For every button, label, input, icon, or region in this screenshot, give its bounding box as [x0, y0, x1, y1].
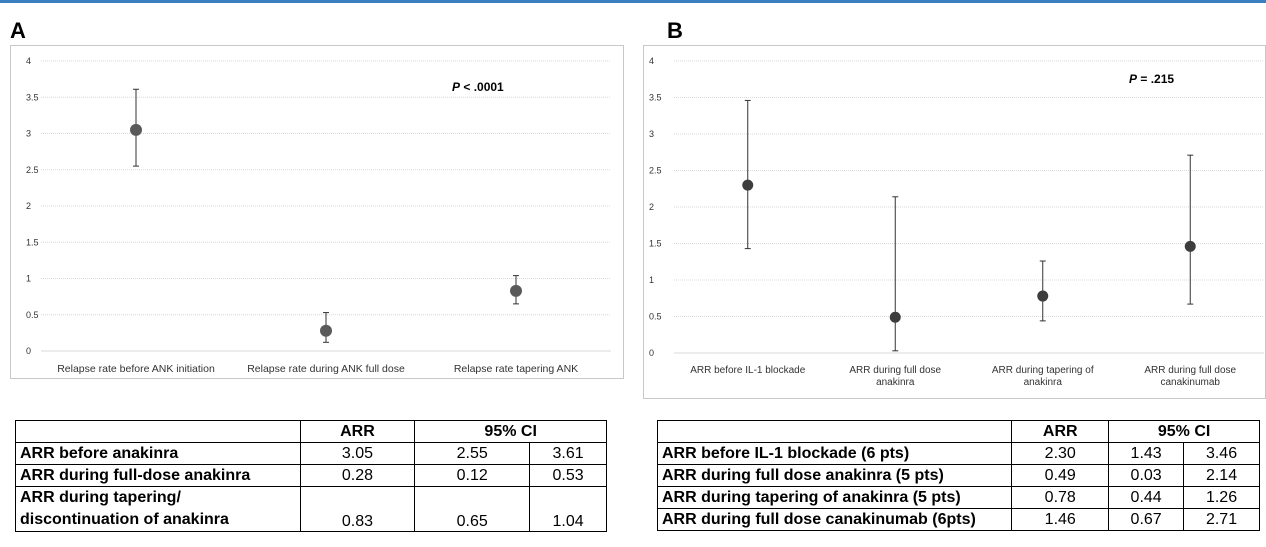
data-point: [320, 324, 332, 337]
table-a-header-blank: [15, 420, 301, 443]
x-tick-label: anakinra: [1024, 377, 1063, 388]
row-label-line2: discontinuation of anakinra: [20, 511, 229, 528]
chart-b: 4 3.5 3 2.5 2 1.5 1 0.5 0 ARR before IL-1 blocka…: [649, 56, 1264, 388]
row-label: ARR during tapering/discontinuation of a…: [15, 486, 301, 532]
y-tick-label: 4: [649, 56, 654, 66]
chart-a-x-axis: Relapse rate before ANK initiation Relaps…: [57, 363, 578, 375]
panel-a-letter: A: [10, 18, 26, 43]
y-tick-label: 4: [26, 56, 31, 66]
chart-a-gridlines: [41, 60, 611, 352]
x-tick-label: ARR during tapering of: [992, 365, 1094, 376]
y-tick-label: 0: [649, 348, 654, 358]
row-ci-upper: 1.04: [529, 486, 607, 532]
y-tick-label: 2.5: [26, 165, 39, 175]
row-ci-lower: 0.44: [1108, 486, 1185, 509]
x-tick-label: ARR during full dose: [1144, 365, 1236, 376]
row-label: ARR during full dose canakinumab (6pts): [656, 508, 1013, 531]
row-ci-upper: 3.61: [529, 442, 607, 465]
panel-b-letter: B: [667, 18, 683, 43]
row-ci-upper: 1.26: [1183, 486, 1260, 509]
table-a-header-row: ARR 95% CI: [15, 420, 607, 443]
x-tick-label: Relapse rate during ANK full dose: [247, 363, 405, 375]
row-arr: 2.30: [1011, 442, 1110, 465]
row-ci-upper: 3.46: [1183, 442, 1260, 465]
row-arr: 1.46: [1011, 508, 1110, 531]
x-tick-label: Relapse rate tapering ANK: [454, 363, 578, 375]
chart-a: 4 3.5 3 2.5 2 1.5 1 0.5 0 Relapse rate before AN…: [26, 56, 611, 375]
row-arr: 0.49: [1011, 464, 1110, 487]
y-tick-label: 3.5: [26, 92, 39, 102]
data-point: [889, 311, 901, 323]
y-tick-label: 0: [26, 346, 31, 356]
y-tick-label: 1: [26, 274, 31, 284]
row-ci-lower: 1.43: [1108, 442, 1185, 465]
y-tick-label: 2.5: [649, 166, 662, 176]
chart-a-p-value: P < .0001: [452, 80, 504, 94]
chart-b-x-axis: ARR before IL-1 blockade ARR during full …: [690, 365, 1236, 388]
y-tick-label: 0.5: [26, 310, 39, 320]
chart-b-marks: [742, 99, 1196, 352]
table-a: ARR 95% CI ARR before anakinra 3.05 2.55…: [15, 420, 607, 532]
y-tick-label: 1: [649, 275, 654, 285]
row-label: ARR before anakinra: [15, 442, 301, 465]
y-tick-label: 1.5: [26, 237, 39, 247]
data-point: [130, 123, 142, 136]
row-ci-lower: 2.55: [414, 442, 531, 465]
chart-b-gridlines: [674, 60, 1264, 354]
data-point: [742, 179, 754, 191]
chart-a-y-axis: 4 3.5 3 2.5 2 1.5 1 0.5 0: [26, 56, 39, 356]
chart-b-y-axis: 4 3.5 3 2.5 2 1.5 1 0.5 0: [649, 56, 662, 358]
y-tick-label: 3: [649, 129, 654, 139]
table-row: ARR during tapering/discontinuation of a…: [15, 486, 607, 532]
x-tick-label: ARR before IL-1 blockade: [690, 365, 806, 376]
chart-a-frame: 4 3.5 3 2.5 2 1.5 1 0.5 0 Relapse rate before AN…: [10, 45, 624, 379]
row-ci-lower: 0.67: [1108, 508, 1185, 531]
data-point: [510, 284, 522, 297]
y-tick-label: 3: [26, 129, 31, 139]
row-ci-lower: 0.65: [414, 486, 531, 532]
table-row: ARR during full dose anakinra (5 pts) 0.…: [656, 464, 1260, 487]
row-ci-upper: 2.14: [1183, 464, 1260, 487]
row-arr: 0.28: [299, 464, 416, 487]
y-tick-label: 3.5: [649, 93, 662, 103]
row-ci-upper: 0.53: [529, 464, 607, 487]
y-tick-label: 2: [649, 202, 654, 212]
table-a-header-arr: ARR: [299, 420, 416, 443]
x-tick-label: anakinra: [876, 377, 915, 388]
row-ci-lower: 0.03: [1108, 464, 1185, 487]
row-ci-upper: 2.71: [1183, 508, 1260, 531]
table-row: ARR during full-dose anakinra 0.28 0.12 …: [15, 464, 607, 487]
data-point: [1037, 290, 1049, 302]
table-b-header-row: ARR 95% CI: [656, 420, 1260, 443]
table-row: ARR before IL-1 blockade (6 pts) 2.30 1.…: [656, 442, 1260, 465]
row-label: ARR before IL-1 blockade (6 pts): [656, 442, 1013, 465]
table-row: ARR during full dose canakinumab (6pts) …: [656, 508, 1260, 531]
table-b-header-blank: [656, 420, 1013, 443]
row-label: ARR during tapering of anakinra (5 pts): [656, 486, 1013, 509]
row-arr: 0.78: [1011, 486, 1110, 509]
row-label-line1: ARR during tapering/: [20, 489, 181, 506]
chart-b-p-value: P = .215: [1129, 72, 1174, 86]
data-point: [1184, 240, 1196, 252]
row-arr: 0.83: [299, 486, 416, 532]
y-tick-label: 2: [26, 201, 31, 211]
y-tick-label: 1.5: [649, 239, 662, 249]
chart-a-marks: [130, 88, 522, 343]
table-b: ARR 95% CI ARR before IL-1 blockade (6 p…: [656, 420, 1260, 531]
top-accent-line: [0, 0, 1266, 3]
table-b-header-arr: ARR: [1011, 420, 1110, 443]
x-tick-label: ARR during full dose: [849, 365, 941, 376]
row-label: ARR during full-dose anakinra: [15, 464, 301, 487]
x-tick-label: Relapse rate before ANK initiation: [57, 363, 215, 375]
table-row: ARR during tapering of anakinra (5 pts) …: [656, 486, 1260, 509]
y-tick-label: 0.5: [649, 312, 662, 322]
chart-b-frame: 4 3.5 3 2.5 2 1.5 1 0.5 0 ARR before IL-1 blocka…: [643, 45, 1266, 399]
row-ci-lower: 0.12: [414, 464, 531, 487]
row-label: ARR during full dose anakinra (5 pts): [656, 464, 1013, 487]
table-row: ARR before anakinra 3.05 2.55 3.61: [15, 442, 607, 465]
row-arr: 3.05: [299, 442, 416, 465]
table-b-header-ci: 95% CI: [1108, 420, 1260, 443]
table-a-header-ci: 95% CI: [414, 420, 607, 443]
x-tick-label: canakinumab: [1161, 377, 1221, 388]
